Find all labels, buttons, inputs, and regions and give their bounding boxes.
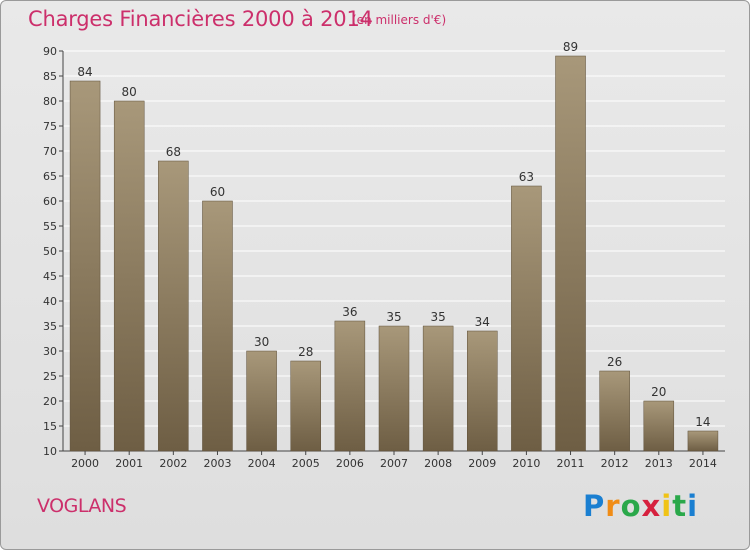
y-tick-label: 75 bbox=[43, 120, 57, 133]
logo-letter: o bbox=[620, 489, 642, 523]
data-label-2002: 68 bbox=[166, 145, 181, 159]
data-label-2007: 35 bbox=[386, 310, 401, 324]
logo-letter: P bbox=[583, 489, 606, 523]
bar-2002 bbox=[158, 160, 189, 452]
logo-letter: x bbox=[641, 489, 662, 523]
bar-2006 bbox=[334, 320, 366, 452]
data-label-2010: 63 bbox=[519, 170, 534, 184]
y-tick-label: 65 bbox=[43, 170, 57, 183]
x-tick-label-2002: 2002 bbox=[159, 457, 187, 470]
x-tick-label-2001: 2001 bbox=[115, 457, 143, 470]
data-label-2009: 34 bbox=[475, 315, 490, 329]
x-tick-label-2009: 2009 bbox=[468, 457, 496, 470]
data-label-2014: 14 bbox=[695, 415, 710, 429]
data-label-2011: 89 bbox=[563, 40, 578, 54]
chart-subtitle: (en milliers d'€) bbox=[352, 13, 447, 27]
y-tick-label: 35 bbox=[43, 320, 57, 333]
data-label-2005: 28 bbox=[298, 345, 313, 359]
bar-2010 bbox=[511, 185, 542, 452]
y-tick-label: 25 bbox=[43, 370, 57, 383]
x-tick-label-2008: 2008 bbox=[424, 457, 452, 470]
chart-title: Charges Financières 2000 à 2014 bbox=[28, 7, 373, 31]
bar-2005 bbox=[290, 360, 321, 452]
proxiti-logo[interactable]: Proxiti bbox=[583, 489, 698, 523]
x-tick-label-2011: 2011 bbox=[557, 457, 585, 470]
data-label-2013: 20 bbox=[651, 385, 666, 399]
x-tick-label-2014: 2014 bbox=[689, 457, 717, 470]
bar-2004 bbox=[246, 350, 277, 452]
x-tick-label-2004: 2004 bbox=[248, 457, 276, 470]
data-label-2003: 60 bbox=[210, 185, 225, 199]
bar-2012 bbox=[599, 370, 630, 452]
x-tick-label-2006: 2006 bbox=[336, 457, 364, 470]
y-tick-label: 85 bbox=[43, 70, 57, 83]
place-name: VOGLANS bbox=[37, 495, 127, 517]
x-tick-label-2010: 2010 bbox=[512, 457, 540, 470]
bar-2013 bbox=[643, 400, 675, 452]
x-tick-label-2005: 2005 bbox=[292, 457, 320, 470]
y-tick-label: 10 bbox=[43, 445, 57, 458]
x-axis: 2000 2001 2002 2003 2004 2005 2006 2007 2008 2009… bbox=[71, 451, 717, 470]
bar-2011 bbox=[555, 55, 586, 452]
bar-2008 bbox=[422, 325, 454, 452]
x-tick-label-2012: 2012 bbox=[601, 457, 629, 470]
y-tick-label: 50 bbox=[43, 245, 57, 258]
x-tick-label-2000: 2000 bbox=[71, 457, 99, 470]
y-tick-label: 60 bbox=[43, 195, 57, 208]
data-label-2001: 80 bbox=[122, 85, 137, 99]
bar-2014 bbox=[687, 430, 719, 452]
bar-2001 bbox=[113, 100, 145, 452]
y-tick-label: 55 bbox=[43, 220, 57, 233]
bar-2000 bbox=[69, 80, 101, 452]
y-tick-label: 45 bbox=[43, 270, 57, 283]
y-tick-label: 30 bbox=[43, 345, 57, 358]
y-tick-label: 15 bbox=[43, 420, 57, 433]
x-tick-label-2013: 2013 bbox=[645, 457, 673, 470]
y-tick-label: 70 bbox=[43, 145, 57, 158]
y-tick-label: 40 bbox=[43, 295, 57, 308]
bar-2007 bbox=[378, 325, 410, 452]
y-tick-label: 90 bbox=[43, 45, 57, 58]
logo-letter: r bbox=[605, 489, 621, 523]
y-axis: 10 15 20 25 30 35 40 45 50 55 60 65 70 75 80 85 90 bbox=[43, 45, 725, 458]
data-label-2008: 35 bbox=[430, 310, 445, 324]
logo-letter: i bbox=[687, 489, 699, 523]
logo-letter: i bbox=[661, 489, 673, 523]
bar-2003 bbox=[202, 200, 233, 452]
data-label-2000: 84 bbox=[77, 65, 92, 79]
bar-2009 bbox=[467, 330, 498, 452]
y-tick-label: 20 bbox=[43, 395, 57, 408]
data-labels: 84 80 68 60 30 28 36 35 35 34 63 89 26 20 14 bbox=[77, 40, 710, 429]
data-label-2004: 30 bbox=[254, 335, 269, 349]
x-tick-label-2003: 2003 bbox=[203, 457, 231, 470]
data-label-2012: 26 bbox=[607, 355, 622, 369]
x-tick-label-2007: 2007 bbox=[380, 457, 408, 470]
y-tick-label: 80 bbox=[43, 95, 57, 108]
data-label-2006: 36 bbox=[342, 305, 357, 319]
bars bbox=[69, 55, 719, 452]
logo-letter: t bbox=[672, 489, 688, 523]
